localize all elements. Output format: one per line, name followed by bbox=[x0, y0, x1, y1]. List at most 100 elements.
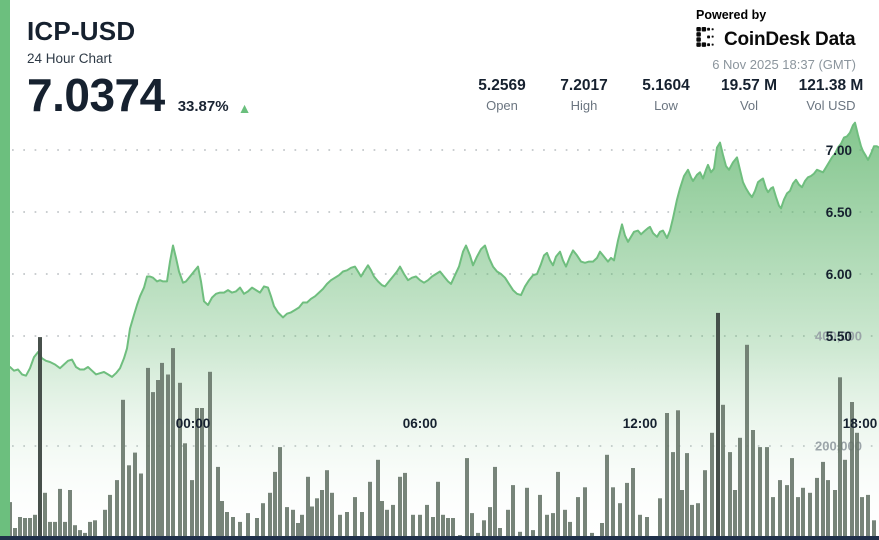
volume-bar bbox=[576, 497, 580, 540]
svg-text:00:00: 00:00 bbox=[176, 416, 211, 431]
volume-bar bbox=[583, 487, 587, 540]
volume-bar bbox=[156, 380, 160, 540]
volume-bar bbox=[733, 490, 737, 540]
volume-bar bbox=[391, 504, 395, 540]
volume-bar bbox=[446, 518, 450, 540]
svg-text:18:00: 18:00 bbox=[843, 416, 878, 431]
price-axis-labels: 7.00 6.50 6.00 5.50 bbox=[826, 143, 852, 344]
volume-bar bbox=[121, 399, 125, 540]
volume-bar bbox=[765, 447, 769, 540]
volume-bar bbox=[300, 514, 304, 540]
volume-bar bbox=[330, 492, 334, 540]
volume-bar bbox=[310, 506, 314, 540]
volume-bar bbox=[220, 501, 224, 540]
volume-bar bbox=[545, 514, 549, 540]
chart-subtitle: 24 Hour Chart bbox=[27, 51, 112, 66]
volume-bar bbox=[866, 494, 870, 540]
volume-bar bbox=[8, 502, 12, 540]
volume-bar bbox=[685, 453, 689, 540]
volume-bar bbox=[511, 485, 515, 540]
volume-bar bbox=[190, 480, 194, 540]
volume-bar bbox=[273, 471, 277, 540]
volume-bar bbox=[716, 312, 720, 540]
volume-bar bbox=[826, 480, 830, 540]
svg-text:6.00: 6.00 bbox=[826, 267, 852, 282]
volume-bar bbox=[93, 520, 97, 540]
current-price: 7.0374 bbox=[27, 69, 165, 121]
volume-bar bbox=[618, 503, 622, 540]
volume-bar bbox=[525, 487, 529, 540]
volume-bar bbox=[127, 465, 131, 540]
volume-bar bbox=[238, 521, 242, 540]
volume-bar bbox=[208, 371, 212, 540]
stat-vol-usd-label: Vol USD bbox=[806, 98, 856, 113]
volume-bar bbox=[790, 458, 794, 540]
stat-vol-usd-value: 121.38 M bbox=[798, 77, 864, 94]
volume-bar bbox=[246, 513, 250, 540]
volume-bar bbox=[721, 404, 725, 540]
volume-bar bbox=[518, 531, 522, 540]
volume-bar bbox=[231, 517, 235, 540]
stat-vol-value: 19.57 M bbox=[720, 77, 778, 94]
stat-vol-label: Vol bbox=[739, 98, 759, 113]
stat-low-label: Low bbox=[654, 98, 678, 113]
volume-bar bbox=[133, 452, 137, 540]
volume-bar bbox=[411, 514, 415, 540]
chart-header: ICP-USD 24 Hour Chart 7.0374 33.87% ▲ bbox=[27, 16, 251, 118]
volume-bar bbox=[68, 490, 72, 540]
volume-bar bbox=[671, 452, 675, 540]
coindesk-logo[interactable]: CoinDesk Data bbox=[696, 27, 856, 52]
volume-bar bbox=[611, 487, 615, 540]
volume-bar bbox=[108, 494, 112, 540]
volume-bar bbox=[33, 514, 37, 540]
svg-text:7.00: 7.00 bbox=[826, 143, 852, 158]
volume-bar bbox=[821, 461, 825, 540]
volume-bar bbox=[728, 452, 732, 540]
volume-bar bbox=[296, 523, 300, 540]
time-axis-labels: 00:00 06:00 12:00 18:00 bbox=[176, 416, 878, 431]
volume-bar bbox=[103, 509, 107, 540]
volume-bar bbox=[493, 466, 497, 540]
volume-bar bbox=[285, 507, 289, 540]
volume-bar bbox=[658, 498, 662, 540]
volume-bar bbox=[225, 512, 229, 540]
volume-bar bbox=[833, 490, 837, 540]
logo-word-data: Data bbox=[815, 28, 856, 50]
stat-high-label: High bbox=[570, 98, 598, 113]
svg-text:400,000: 400,000 bbox=[815, 329, 862, 344]
volume-bar bbox=[710, 432, 714, 540]
volume-bar bbox=[403, 472, 407, 540]
svg-text:5.50: 5.50 bbox=[826, 329, 852, 344]
volume-bar bbox=[291, 509, 295, 540]
volume-bar bbox=[166, 374, 170, 540]
volume-bar bbox=[680, 490, 684, 540]
volume-bar bbox=[568, 521, 572, 540]
volume-bar bbox=[703, 470, 707, 540]
volume-bar bbox=[745, 344, 749, 540]
volume-bar bbox=[645, 517, 649, 540]
volume-bar bbox=[315, 498, 319, 540]
volume-bar bbox=[261, 503, 265, 540]
volume-bar bbox=[771, 497, 775, 540]
volume-bar bbox=[43, 492, 47, 540]
volume-bar bbox=[605, 454, 609, 540]
volume-bar bbox=[73, 525, 77, 540]
volume-bar bbox=[178, 382, 182, 540]
stat-open-label: Open bbox=[486, 98, 518, 113]
volume-bar bbox=[18, 517, 22, 540]
volume-bar bbox=[306, 476, 310, 540]
volume-bar bbox=[801, 487, 805, 540]
price-area bbox=[10, 122, 879, 540]
volume-bar bbox=[28, 518, 32, 540]
volume-bar bbox=[151, 392, 155, 540]
volume-bar bbox=[380, 501, 384, 540]
stat-open: 5.2569 Open bbox=[478, 77, 525, 113]
volume-bar bbox=[78, 530, 82, 540]
volume-bar bbox=[860, 497, 864, 540]
volume-bar bbox=[398, 476, 402, 540]
volume-bar bbox=[431, 517, 435, 540]
branding-block: Powered by bbox=[696, 8, 856, 72]
volume-bar bbox=[376, 459, 380, 540]
svg-text:06:00: 06:00 bbox=[403, 416, 438, 431]
